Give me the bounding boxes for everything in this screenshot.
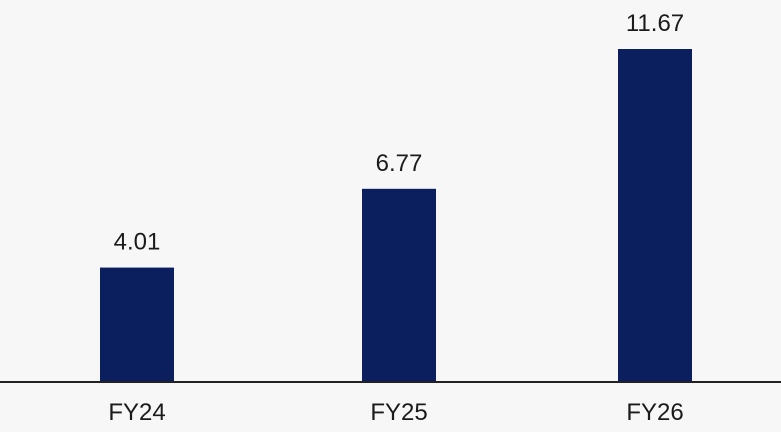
value-label-fy24: 4.01: [114, 229, 161, 256]
bar-fy24: [100, 267, 174, 382]
value-label-fy25: 6.77: [376, 150, 423, 177]
value-label-fy26: 11.67: [626, 10, 684, 37]
x-tick-labels-group: FY24 FY25 FY26: [108, 399, 683, 426]
bar-fy25: [362, 188, 436, 382]
x-tick-label-fy26: FY26: [626, 399, 683, 426]
value-labels-group: 4.01 6.77 11.67: [114, 10, 685, 256]
bars-group: [100, 49, 692, 382]
bar-fy26: [618, 49, 692, 382]
x-tick-label-fy25: FY25: [370, 399, 427, 426]
x-tick-label-fy24: FY24: [108, 399, 165, 426]
